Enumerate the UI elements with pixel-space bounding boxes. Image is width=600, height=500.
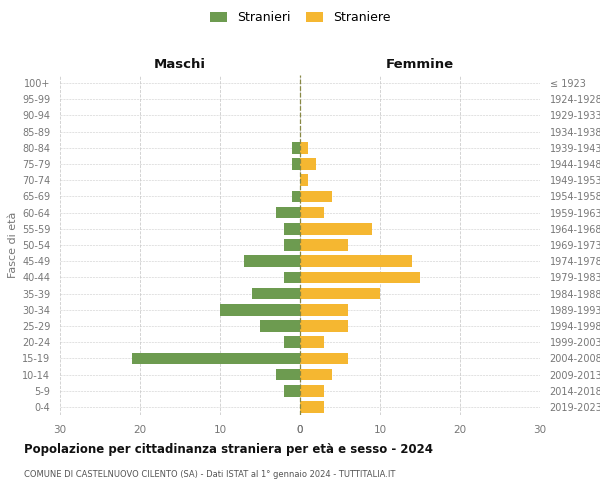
Bar — [300, 336, 324, 348]
Bar — [292, 142, 300, 154]
Legend: Stranieri, Straniere: Stranieri, Straniere — [207, 8, 393, 26]
Bar — [300, 272, 420, 283]
Bar — [300, 142, 308, 154]
Bar — [300, 174, 308, 186]
Bar — [284, 223, 300, 234]
Bar — [300, 368, 332, 380]
Bar — [292, 158, 300, 170]
Bar — [284, 336, 300, 348]
Bar — [300, 288, 380, 300]
Bar — [300, 256, 412, 267]
Bar — [300, 320, 348, 332]
Bar — [276, 207, 300, 218]
Bar — [252, 288, 300, 300]
Title: Femmine: Femmine — [386, 58, 454, 71]
Title: Maschi: Maschi — [154, 58, 206, 71]
Bar — [284, 385, 300, 396]
Bar — [132, 352, 300, 364]
Bar — [260, 320, 300, 332]
Bar — [300, 304, 348, 316]
Bar — [292, 190, 300, 202]
Bar — [300, 207, 324, 218]
Bar — [300, 385, 324, 396]
Bar — [300, 352, 348, 364]
Bar — [300, 401, 324, 412]
Bar — [220, 304, 300, 316]
Bar — [300, 158, 316, 170]
Y-axis label: Fasce di età: Fasce di età — [8, 212, 18, 278]
Bar — [276, 368, 300, 380]
Bar — [300, 223, 372, 234]
Text: COMUNE DI CASTELNUOVO CILENTO (SA) - Dati ISTAT al 1° gennaio 2024 - TUTTITALIA.: COMUNE DI CASTELNUOVO CILENTO (SA) - Dat… — [24, 470, 395, 479]
Text: Popolazione per cittadinanza straniera per età e sesso - 2024: Popolazione per cittadinanza straniera p… — [24, 442, 433, 456]
Bar — [300, 239, 348, 251]
Bar — [244, 256, 300, 267]
Bar — [284, 239, 300, 251]
Bar — [284, 272, 300, 283]
Bar — [300, 190, 332, 202]
